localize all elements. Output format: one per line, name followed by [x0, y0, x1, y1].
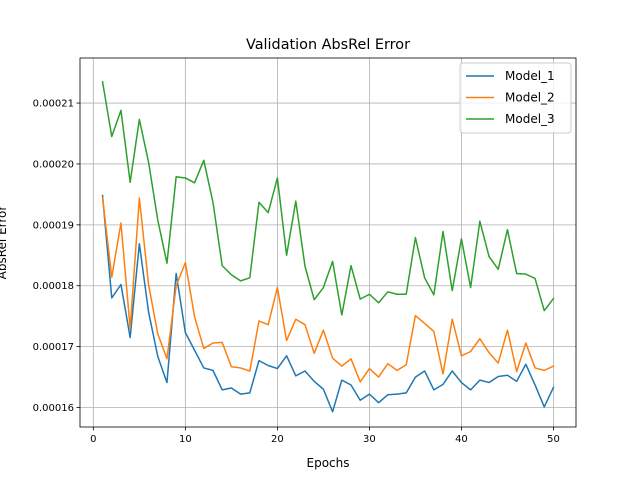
- series-line-model-3: [101, 80, 555, 316]
- y-tick-label: 0.00018: [33, 281, 74, 292]
- legend-label: Model_3: [505, 112, 555, 126]
- y-axis-label: AbsRel Error: [0, 206, 9, 280]
- x-axis-ticks: 0 10 20 30 40 50: [90, 427, 560, 445]
- chart-title: Validation AbsRel Error: [246, 37, 410, 53]
- y-tick-label: 0.00021: [33, 99, 74, 110]
- series-lines: [101, 80, 555, 413]
- x-axis-label: Epochs: [307, 456, 350, 470]
- y-axis-ticks: 0.00016 0.00017 0.00018 0.00019 0.00020 0.000…: [33, 99, 80, 414]
- x-tick-label: 50: [547, 434, 560, 445]
- legend-box: [459, 62, 572, 134]
- y-tick-label: 0.00019: [33, 220, 74, 231]
- series-line-model-2: [101, 196, 555, 383]
- x-tick-label: 20: [271, 434, 284, 445]
- x-tick-label: 40: [455, 434, 468, 445]
- y-tick-label: 0.00020: [33, 159, 74, 170]
- x-tick-label: 30: [363, 434, 376, 445]
- legend-label: Model_2: [505, 91, 555, 105]
- legend-label: Model_1: [505, 69, 555, 83]
- y-tick-label: 0.00017: [33, 342, 74, 353]
- legend: Model_1 Model_2 Model_3: [459, 62, 572, 134]
- x-tick-label: 0: [90, 434, 96, 445]
- plot-frame: [79, 57, 577, 428]
- x-tick-label: 10: [179, 434, 192, 445]
- y-tick-label: 0.00016: [33, 403, 74, 414]
